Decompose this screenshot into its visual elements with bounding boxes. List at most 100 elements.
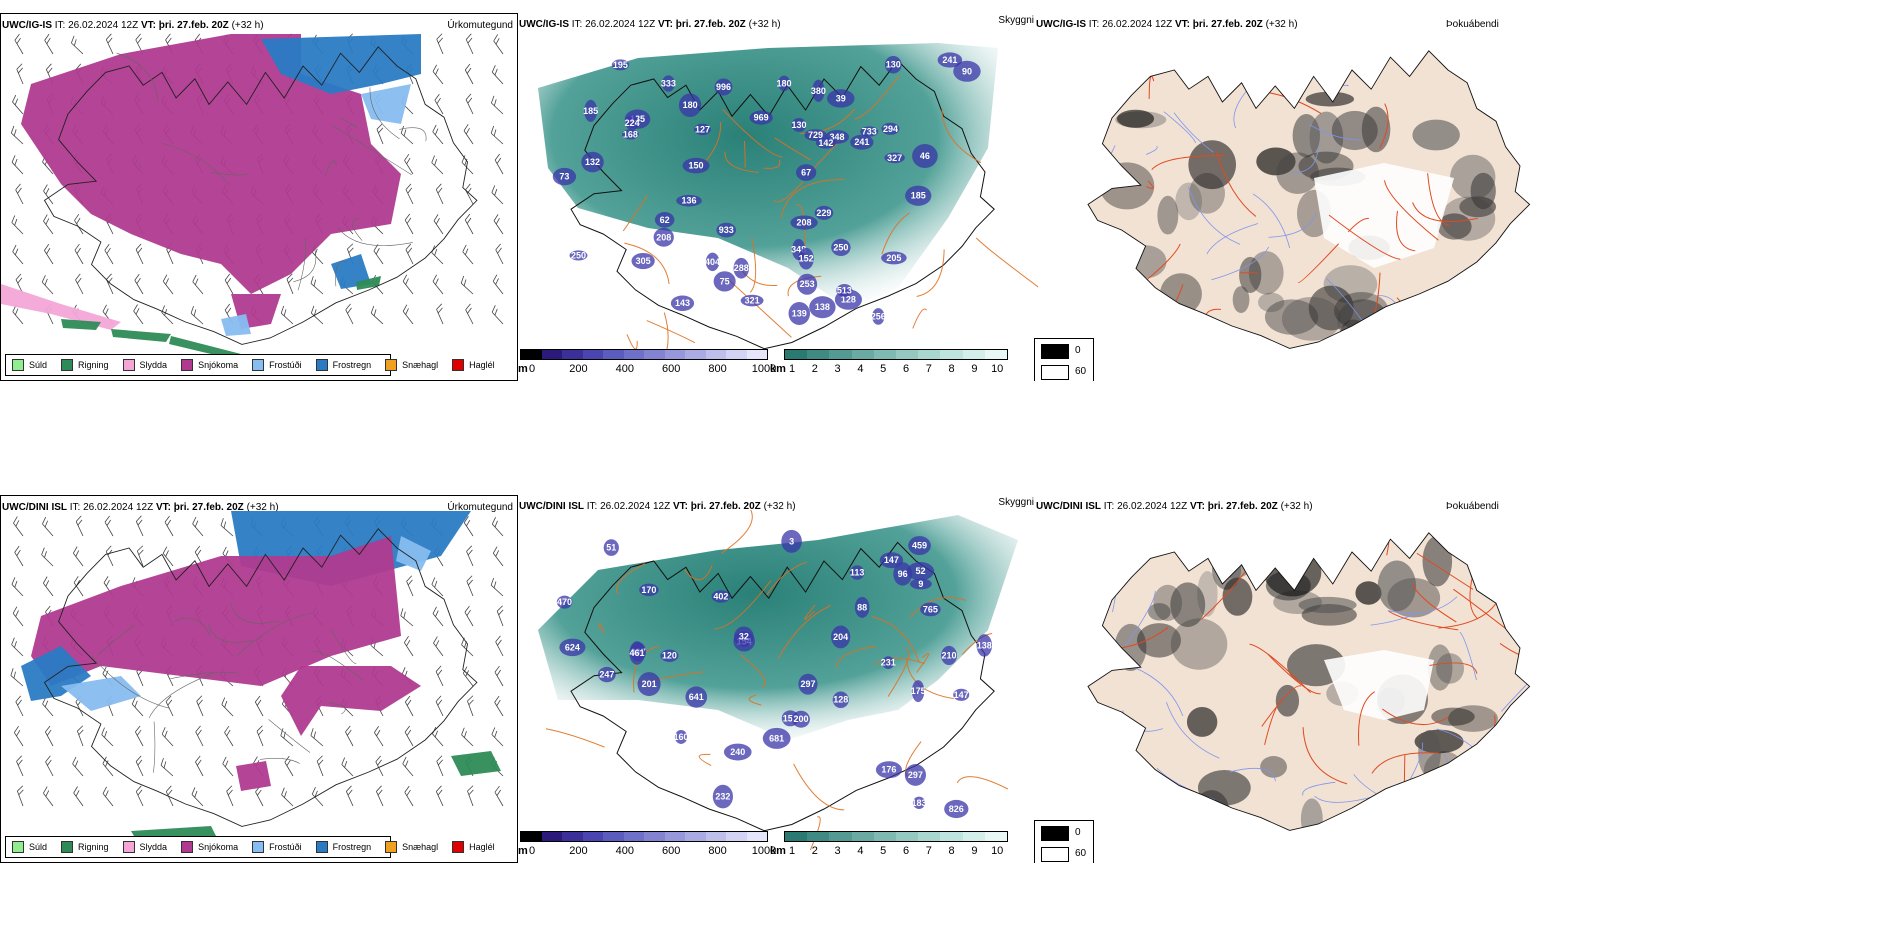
- wind-barb: [12, 606, 24, 627]
- low-cloud-patch: [625, 115, 639, 131]
- distance-bin: [873, 832, 897, 841]
- low-cloud-patch: [559, 638, 586, 657]
- fog-index-patch: [1305, 91, 1355, 107]
- river-line: [1233, 91, 1247, 129]
- fog-index-patch: [1470, 172, 1496, 210]
- precip-area: [281, 666, 421, 736]
- wind-barb: [72, 756, 84, 777]
- wind-barb: [400, 125, 414, 145]
- height-bin: [623, 350, 644, 359]
- wind-barb: [494, 785, 504, 807]
- fog-index-patch: [1418, 729, 1441, 777]
- road-line: [1267, 653, 1321, 695]
- wind-barb: [491, 516, 504, 537]
- cloud-base-label: 46: [920, 151, 930, 161]
- legend-item-frostregn: Frostregn: [315, 359, 371, 371]
- wind-barb: [431, 245, 444, 265]
- river-line: [1292, 146, 1319, 173]
- cloud-base-label: 288: [734, 263, 749, 273]
- fog-index-patch: [1323, 265, 1378, 304]
- low-cloud-patch: [953, 60, 981, 82]
- wind-barb: [404, 785, 414, 807]
- road-line: [332, 125, 412, 176]
- distance-tick: 7: [925, 845, 932, 857]
- wind-barb: [492, 274, 504, 295]
- low-cloud-patch: [860, 126, 879, 137]
- wind-barb: [136, 545, 144, 567]
- wind-barb: [404, 725, 414, 747]
- fog-index-patch: [1232, 286, 1250, 314]
- wind-barb: [493, 34, 504, 55]
- low-cloud-patch: [911, 680, 925, 703]
- road-line: [729, 280, 792, 338]
- road-line: [1429, 662, 1478, 674]
- wind-barb: [11, 155, 24, 175]
- road-line: [1358, 691, 1375, 746]
- fog-index-patch: [1275, 684, 1300, 717]
- low-cloud-patch: [912, 144, 938, 168]
- wind-barb: [190, 305, 204, 325]
- road-line: [626, 334, 638, 350]
- low-cloud-patch: [637, 672, 661, 697]
- colorbars: m 0 200 400 600 800 1000 km 1 2 3 4 5 6 7 8 9 10: [518, 829, 1038, 863]
- cloud-base-label: 143: [675, 298, 690, 308]
- wind-barb: [435, 665, 444, 687]
- cloud-base-label: 67: [801, 168, 811, 178]
- road-line: [352, 218, 363, 241]
- wind-barb: [43, 214, 54, 235]
- road-line: [743, 140, 746, 168]
- wind-barb: [403, 636, 414, 657]
- low-cloud-patch: [850, 134, 874, 150]
- wind-barb: [280, 305, 294, 325]
- road-line: [916, 249, 945, 297]
- height-bin: [726, 832, 747, 841]
- height-unit: m: [518, 363, 528, 375]
- low-cloud-patch: [569, 250, 588, 261]
- cloud-base-label: 224: [625, 118, 640, 128]
- wind-barb: [376, 785, 384, 807]
- distance-bin: [829, 350, 852, 359]
- cloud-base-label: 229: [816, 208, 831, 218]
- height-bin: [521, 832, 542, 841]
- wind-barb: [406, 575, 414, 597]
- cloud-base-label: 297: [908, 770, 923, 780]
- road-line: [236, 612, 312, 657]
- cloud-base-label: 402: [713, 591, 728, 601]
- fog-index-patch: [1116, 109, 1155, 128]
- legend-label: Slydda: [139, 360, 168, 370]
- low-cloud-patch: [798, 673, 818, 695]
- road-line: [399, 127, 427, 142]
- wind-barb: [11, 215, 24, 235]
- fog-index-patch: [1188, 140, 1236, 190]
- low-cloud-patch: [797, 273, 818, 295]
- wind-barb: [316, 755, 324, 777]
- wind-barb: [104, 243, 114, 265]
- river-line: [1206, 223, 1259, 255]
- wind-barb: [460, 275, 474, 295]
- distance-bin: [851, 832, 874, 841]
- height-bin: [746, 832, 767, 841]
- fog-index-patch: [1256, 147, 1296, 176]
- cloud-base-label: 175: [911, 686, 926, 696]
- road-line: [714, 580, 772, 630]
- cloud-base-label: 185: [911, 191, 926, 201]
- road-line: [1396, 210, 1416, 252]
- road-line: [763, 159, 781, 169]
- height-tick: 0: [528, 363, 536, 375]
- wind-barb: [226, 785, 234, 807]
- wind-barb: [101, 727, 114, 747]
- road-line: [1506, 247, 1530, 296]
- wind-barb: [135, 515, 144, 537]
- wind-barb: [373, 244, 384, 265]
- low-cloud-patch: [809, 296, 836, 319]
- panel-type-label: Þokuábendi: [1446, 501, 1499, 512]
- fog-index-patch: [1159, 273, 1202, 315]
- distance-colorbar: [784, 831, 1008, 842]
- wind-barb: [74, 213, 84, 235]
- road-line: [809, 816, 821, 850]
- road-line: [780, 178, 845, 219]
- cloud-base-label: 132: [585, 157, 600, 167]
- height-bin: [582, 350, 603, 359]
- low-cloud-patch: [733, 257, 750, 279]
- fog-map: [1087, 50, 1531, 349]
